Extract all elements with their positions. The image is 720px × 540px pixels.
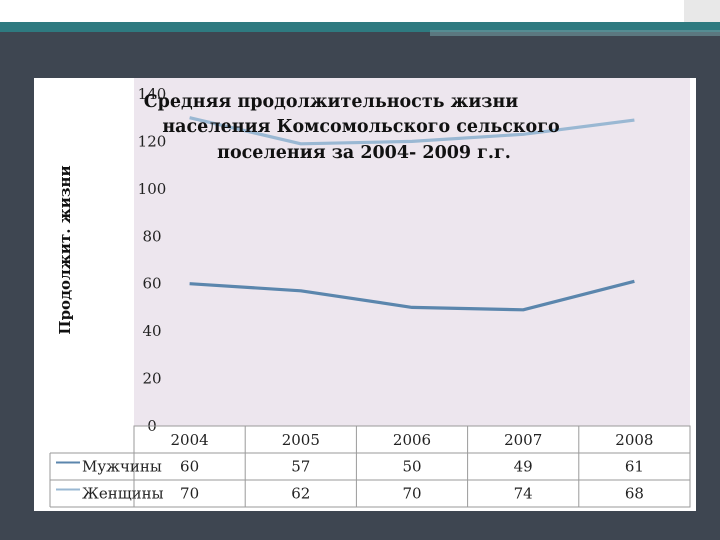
data-value-label: 57 [291,458,310,476]
legend-label: Женщины [82,485,164,503]
chart-title-line-3: поселения за 2004- 2009 г.г. [217,143,511,163]
y-tick-label: 100 [138,180,167,198]
x-category-label: 2008 [615,431,653,449]
chart-panel: 0 20 40 60 80 100 120 140 Продолжит. жизни Сред… [34,78,696,511]
data-value-label: 68 [625,485,644,503]
legend-label: Мужчины [82,458,162,476]
data-value-label: 70 [180,485,199,503]
chart-title-line-2: населения Комсомольского сельского [162,117,559,137]
y-tick-label: 20 [142,370,161,388]
series-line-2 [189,116,635,146]
data-value-label: 50 [402,458,421,476]
slide-accent-strip [430,30,720,36]
plot-area [134,78,690,426]
y-axis-label: Продолжит. жизни [56,165,74,334]
data-value-label: 74 [514,485,533,503]
series-line-1 [189,279,635,312]
y-tick-label: 120 [138,132,167,150]
y-tick-label: 80 [142,227,161,245]
x-category-label: 2006 [393,431,431,449]
chart-title-line-1: Средняя продолжительность жизни [144,92,519,112]
x-category-label: 2004 [171,431,209,449]
data-value-label: 49 [514,458,533,476]
slide-corner [684,0,720,22]
data-value-label: 60 [180,458,199,476]
data-table-border [133,425,691,508]
slide-top-bar [0,0,720,22]
data-value-label: 70 [402,485,421,503]
y-tick-label: 40 [142,322,161,340]
x-category-label: 2007 [504,431,542,449]
x-category-label: 2005 [282,431,320,449]
slide-accent-bar [0,22,720,32]
y-tick-label: 140 [138,85,167,103]
data-value-label: 62 [291,485,310,503]
y-tick-label: 60 [142,275,161,293]
data-value-label: 61 [625,458,644,476]
